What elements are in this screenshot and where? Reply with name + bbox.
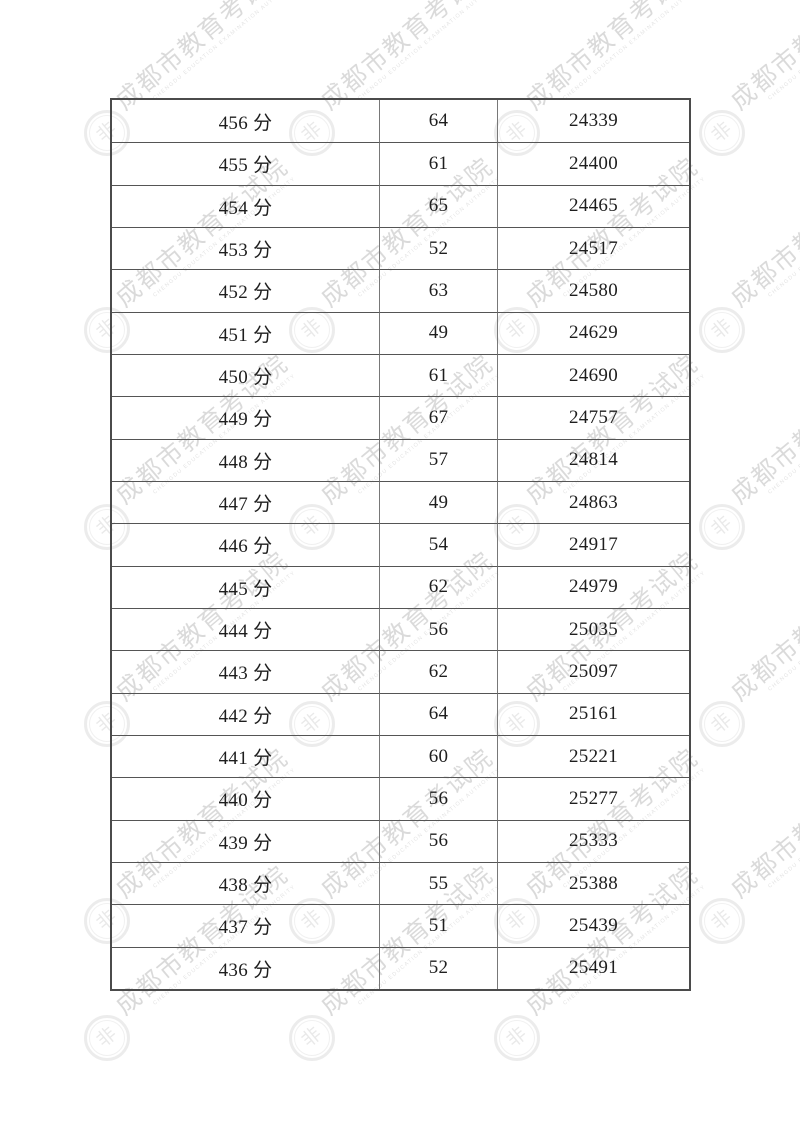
score-cell: 438 分 [112, 861, 379, 904]
cumulative-cell: 25097 [497, 650, 689, 693]
cumulative-cell: 25277 [497, 777, 689, 820]
cumulative-cell: 25388 [497, 861, 689, 905]
seal-icon: 非 [699, 701, 745, 747]
cumulative-cell: 25491 [497, 946, 689, 989]
score-cell: 456 分 [218, 112, 273, 134]
score-cell: 449 分 [112, 396, 379, 438]
watermark-english-text: CHENGDU EDUCATION EXAMINATION AUTHORITY [766, 0, 800, 102]
cumulative-cell: 24757 [497, 396, 689, 439]
cumulative-cell: 25161 [497, 692, 689, 735]
count-cell: 49 [379, 311, 497, 354]
cumulative-cell: 24517 [497, 226, 689, 270]
cumulative-cell: 24629 [497, 311, 689, 354]
count-cell: 57 [379, 438, 497, 481]
count-cell: 51 [379, 904, 497, 947]
count-cell: 56 [379, 607, 497, 651]
watermark-english-text: CHENGDU EDUCATION EXAMINATION AUTHORITY [766, 766, 800, 890]
score-cell: 437 分 [112, 904, 379, 946]
score-cell: 436 分 [112, 946, 379, 989]
count-cell: 63 [379, 269, 497, 312]
seal-glyph: 非 [297, 1023, 327, 1052]
watermark-chinese-text: 成都市教育考试院 [726, 744, 800, 904]
score-cell: 454 分 [112, 184, 379, 227]
count-cell: 55 [379, 861, 497, 905]
seal-icon: 非 [699, 307, 745, 353]
seal-icon: 非 [289, 1015, 335, 1061]
count-cell: 52 [379, 946, 497, 989]
count-cell: 56 [379, 777, 497, 820]
count-cell: 54 [379, 523, 497, 566]
score-cell: 439 分 [112, 819, 379, 862]
score-cell: 446 分 [112, 523, 379, 565]
seal-glyph: 非 [707, 512, 737, 541]
seal-glyph: 非 [707, 709, 737, 738]
watermark-chinese-text: 成都市教育考试院 [726, 0, 800, 116]
count-cell: 56 [379, 819, 497, 862]
seal-glyph: 非 [502, 1023, 532, 1052]
score-cell: 443 分 [112, 650, 379, 692]
score-cell: 455 分 [112, 142, 379, 184]
watermark-chinese-text: 成都市教育考试院 [726, 153, 800, 313]
count-cell: 62 [379, 650, 497, 693]
score-cell: 453 分 [112, 226, 379, 269]
watermark-chinese-text: 成都市教育考试院 [726, 350, 800, 510]
watermark-english-text: CHENGDU EDUCATION EXAMINATION AUTHORITY [766, 372, 800, 496]
seal-icon: 非 [84, 1015, 130, 1061]
cumulative-cell: 24580 [497, 269, 689, 312]
cumulative-cell: 24814 [497, 438, 689, 481]
score-cell: 444 分 [112, 607, 379, 650]
score-cell: 447 分 [112, 480, 379, 523]
cumulative-cell: 25333 [497, 819, 689, 862]
count-cell: 61 [379, 142, 497, 185]
seal-icon: 非 [699, 898, 745, 944]
seal-glyph: 非 [707, 118, 737, 147]
count-cell: 52 [379, 226, 497, 270]
cumulative-cell: 24339 [497, 100, 689, 143]
count-cell: 67 [379, 396, 497, 439]
cumulative-cell: 24465 [497, 184, 689, 227]
count-cell: 62 [379, 565, 497, 608]
seal-glyph: 非 [707, 906, 737, 935]
score-cell: 452 分 [112, 269, 379, 311]
score-cell: 440 分 [112, 777, 379, 819]
score-cell: 451 分 [112, 311, 379, 354]
score-cell: 441 分 [112, 734, 379, 777]
count-cell: 65 [379, 184, 497, 227]
cumulative-cell: 24979 [497, 565, 689, 608]
seal-glyph: 非 [707, 315, 737, 344]
count-cell: 61 [379, 353, 497, 397]
score-cell: 445 分 [112, 565, 379, 608]
watermark-english-text: CHENGDU EDUCATION EXAMINATION AUTHORITY [766, 175, 800, 299]
seal-icon: 非 [699, 110, 745, 156]
watermark-chinese-text: 成都市教育考试院 [726, 547, 800, 707]
cumulative-cell: 24863 [497, 480, 689, 524]
cumulative-cell: 24917 [497, 523, 689, 566]
cumulative-cell: 25035 [497, 607, 689, 651]
seal-glyph: 非 [92, 1023, 122, 1052]
watermark-english-text: CHENGDU EDUCATION EXAMINATION AUTHORITY [766, 569, 800, 693]
count-cell: 64 [379, 100, 497, 143]
seal-icon: 非 [699, 504, 745, 550]
score-cell: 448 分 [112, 438, 379, 481]
cumulative-cell: 25221 [497, 734, 689, 778]
count-cell: 49 [379, 480, 497, 524]
score-cell: 442 分 [112, 692, 379, 735]
cumulative-cell: 25439 [497, 904, 689, 947]
count-cell: 64 [379, 692, 497, 735]
score-cell: 450 分 [112, 353, 379, 396]
seal-icon: 非 [494, 1015, 540, 1061]
count-cell: 60 [379, 734, 497, 778]
score-table: 456 分 64 24339 455 分 61 24400 454 分 65 2… [110, 98, 691, 991]
cumulative-cell: 24690 [497, 353, 689, 397]
cumulative-cell: 24400 [497, 142, 689, 185]
